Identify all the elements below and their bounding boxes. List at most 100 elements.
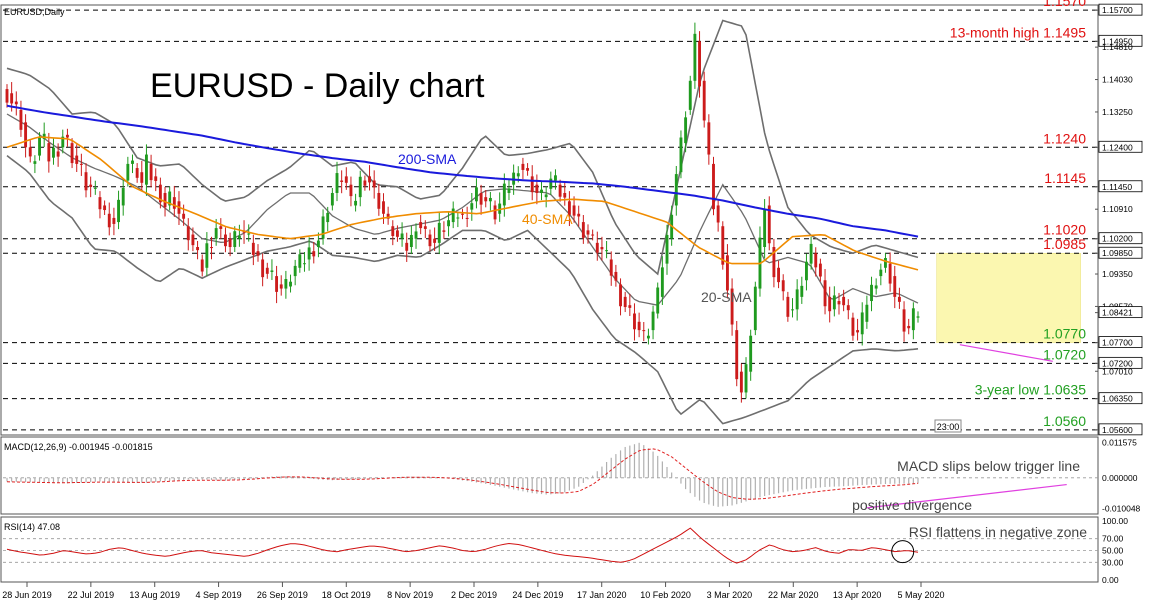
macd-histogram-bar	[24, 477, 27, 483]
candle-body	[712, 163, 715, 210]
candle-body	[809, 243, 813, 264]
macd-histogram-bar	[117, 477, 120, 483]
macd-histogram-bar	[675, 477, 677, 479]
price-tick-label: 1.15700	[1102, 5, 1133, 15]
candle-body	[498, 203, 502, 214]
macd-histogram-bar	[127, 477, 129, 483]
macd-histogram-bar	[838, 477, 840, 487]
candle-body	[684, 117, 688, 144]
macd-histogram-bar	[601, 466, 603, 478]
macd-histogram-bar	[750, 477, 752, 501]
candle-body	[172, 197, 176, 209]
candle-body	[233, 231, 237, 248]
macd-histogram-bar	[438, 477, 440, 479]
candle-body	[154, 176, 158, 181]
macd-histogram-bar	[131, 477, 134, 483]
candle-body	[330, 192, 334, 206]
price-tick-label: 1.10910	[1102, 204, 1133, 214]
macd-histogram-bar	[912, 477, 914, 484]
price-tag-box	[1098, 306, 1143, 319]
candle-body	[609, 259, 613, 276]
macd-histogram-bar	[285, 476, 287, 478]
macd-histogram-bar	[257, 477, 259, 479]
macd-histogram-bar	[578, 477, 580, 487]
candle-body	[461, 213, 464, 215]
macd-histogram-bar	[378, 477, 380, 479]
rsi-label: RSI(14) 47.08	[4, 522, 60, 532]
candle-body	[884, 258, 887, 268]
candle-body	[24, 122, 28, 148]
candle-body	[79, 163, 83, 165]
x-tick-label: 3 Mar 2020	[707, 590, 753, 600]
candle-body	[75, 155, 79, 164]
macd-histogram-bar	[76, 477, 78, 484]
candle-body	[642, 330, 646, 332]
price-tick-label: 1.13250	[1102, 107, 1133, 117]
candle-body	[182, 213, 186, 219]
macd-histogram-bar	[243, 477, 245, 480]
macd-histogram-bar	[20, 477, 22, 483]
candle-body	[42, 133, 46, 139]
candle-body	[591, 234, 595, 236]
macd-histogram-bar	[169, 477, 171, 481]
candle-body	[121, 188, 125, 206]
price-tag-box	[1098, 356, 1143, 369]
candle-body	[888, 263, 892, 284]
macd-histogram-bar	[550, 477, 552, 495]
x-tick-label: 28 Jun 2019	[2, 590, 52, 600]
candle-body	[117, 199, 120, 223]
x-tick-label: 22 Jul 2019	[68, 590, 115, 600]
macd-histogram-bar	[262, 477, 264, 478]
macd-histogram-bar	[141, 477, 143, 483]
candle-body	[321, 216, 325, 239]
macd-histogram-bar	[540, 477, 543, 495]
candle-body	[735, 330, 739, 380]
macd-histogram-bar	[420, 476, 422, 478]
macd-axis-label: 0.000000	[1102, 473, 1138, 483]
candle-body	[814, 253, 818, 268]
macd-histogram-bar	[80, 477, 82, 483]
candle-body	[595, 242, 599, 253]
macd-histogram-bar	[545, 477, 547, 495]
candle-body	[716, 205, 720, 223]
macd-signal-line	[6, 448, 919, 500]
candle-body	[38, 137, 41, 156]
macd-histogram-bar	[62, 477, 64, 484]
candle-body	[605, 250, 609, 252]
macd-histogram-bar	[815, 477, 817, 488]
price-tag-box	[1098, 3, 1143, 16]
macd-histogram-bar	[619, 450, 622, 478]
macd-histogram-bar	[564, 477, 566, 493]
candle-body	[633, 313, 636, 330]
candle-body	[879, 269, 883, 277]
candle-body	[465, 217, 469, 219]
candle-body	[693, 33, 697, 81]
macd-histogram-bar	[303, 477, 306, 479]
macd-histogram-bar	[494, 477, 496, 486]
x-tick-label: 5 May 2020	[897, 590, 944, 600]
macd-histogram-bar	[475, 477, 478, 483]
macd-histogram-bar	[517, 477, 519, 491]
candle-body	[224, 234, 227, 247]
macd-histogram-bar	[410, 476, 412, 478]
macd-histogram-bar	[373, 477, 375, 479]
macd-histogram-bar	[731, 477, 733, 506]
macd-histogram-bar	[271, 476, 273, 478]
price-tick-label: 1.14950	[1102, 36, 1133, 46]
macd-histogram-bar	[308, 477, 310, 479]
macd-histogram-bar	[754, 477, 756, 499]
macd-histogram-bar	[192, 477, 194, 480]
macd-histogram-bar	[536, 477, 538, 494]
macd-histogram-bar	[313, 477, 315, 480]
x-tick-label: 10 Feb 2020	[640, 590, 691, 600]
price-tag-box	[1098, 232, 1143, 245]
candle-body	[823, 280, 827, 307]
rsi-axis-label: 50.00	[1102, 546, 1124, 556]
macd-histogram-bar	[6, 477, 8, 482]
candle-body	[837, 301, 841, 305]
candle-body	[586, 230, 590, 235]
candle-body	[540, 189, 543, 193]
price-tag-box	[1098, 246, 1143, 259]
bollinger-bands-group	[6, 19, 919, 425]
